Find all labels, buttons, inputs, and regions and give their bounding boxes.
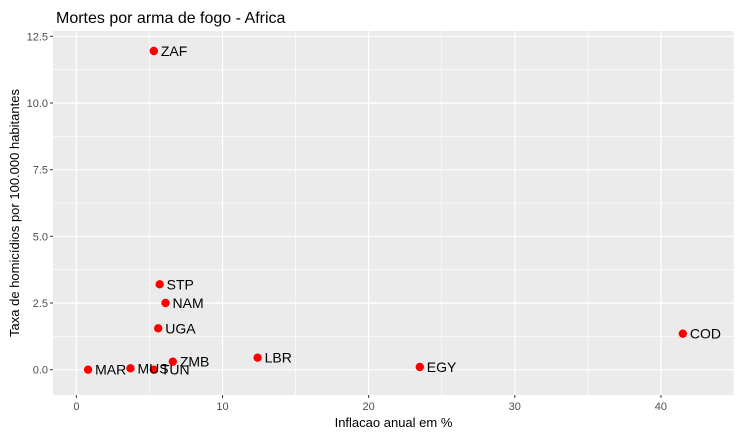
y-tick-label: 12.5 xyxy=(27,31,48,43)
data-point-lbr xyxy=(253,353,262,362)
data-point-egy xyxy=(415,362,425,372)
point-label-nam: NAM xyxy=(173,295,204,311)
point-label-mar: MAR xyxy=(95,362,126,378)
data-point-stp xyxy=(155,280,164,289)
point-label-stp: STP xyxy=(167,276,194,292)
point-label-zaf: ZAF xyxy=(161,43,187,59)
data-point-uga xyxy=(154,324,163,333)
point-label-mus: MUS xyxy=(137,360,168,376)
data-points xyxy=(83,46,688,374)
point-label-egy: EGY xyxy=(427,359,457,375)
minor-gridlines xyxy=(53,31,735,395)
data-point-tun xyxy=(149,365,159,374)
y-axis-title: Taxa de homicídios por 100.000 habitante… xyxy=(7,89,22,337)
y-tick-label: 10.0 xyxy=(27,98,48,110)
x-tick-label: 40 xyxy=(655,401,667,413)
point-label-lbr: LBR xyxy=(265,350,292,366)
data-point-zaf xyxy=(149,46,159,56)
point-label-zmb: ZMB xyxy=(180,354,210,370)
point-label-uga: UGA xyxy=(165,320,196,336)
x-axis-title: Inflacao anual em % xyxy=(335,415,453,430)
data-point-mar xyxy=(83,365,93,374)
y-axis-ticks: 0.0 2.5 5.0 7.5 10.0 12.5 xyxy=(27,31,53,377)
data-point-cod xyxy=(678,329,688,338)
y-tick-label: 2.5 xyxy=(33,298,48,310)
y-tick-label: 0.0 xyxy=(33,365,48,377)
x-tick-label: 20 xyxy=(363,401,375,413)
data-point-zmb xyxy=(168,357,178,366)
plot-panel xyxy=(53,31,734,395)
data-point-nam xyxy=(161,298,170,308)
chart-title: Mortes por arma de fogo - Africa xyxy=(56,10,286,27)
x-tick-label: 30 xyxy=(509,401,521,413)
x-tick-label: 10 xyxy=(216,401,228,413)
y-tick-label: 5.0 xyxy=(33,231,48,243)
x-axis-ticks: 0 10 20 30 40 xyxy=(73,395,667,413)
y-tick-label: 7.5 xyxy=(33,165,48,177)
x-tick-label: 0 xyxy=(73,401,79,413)
data-point-mus xyxy=(126,364,135,373)
point-label-cod: COD xyxy=(690,326,721,342)
major-gridlines xyxy=(53,31,734,395)
point-label-tun: TUN xyxy=(161,362,190,378)
